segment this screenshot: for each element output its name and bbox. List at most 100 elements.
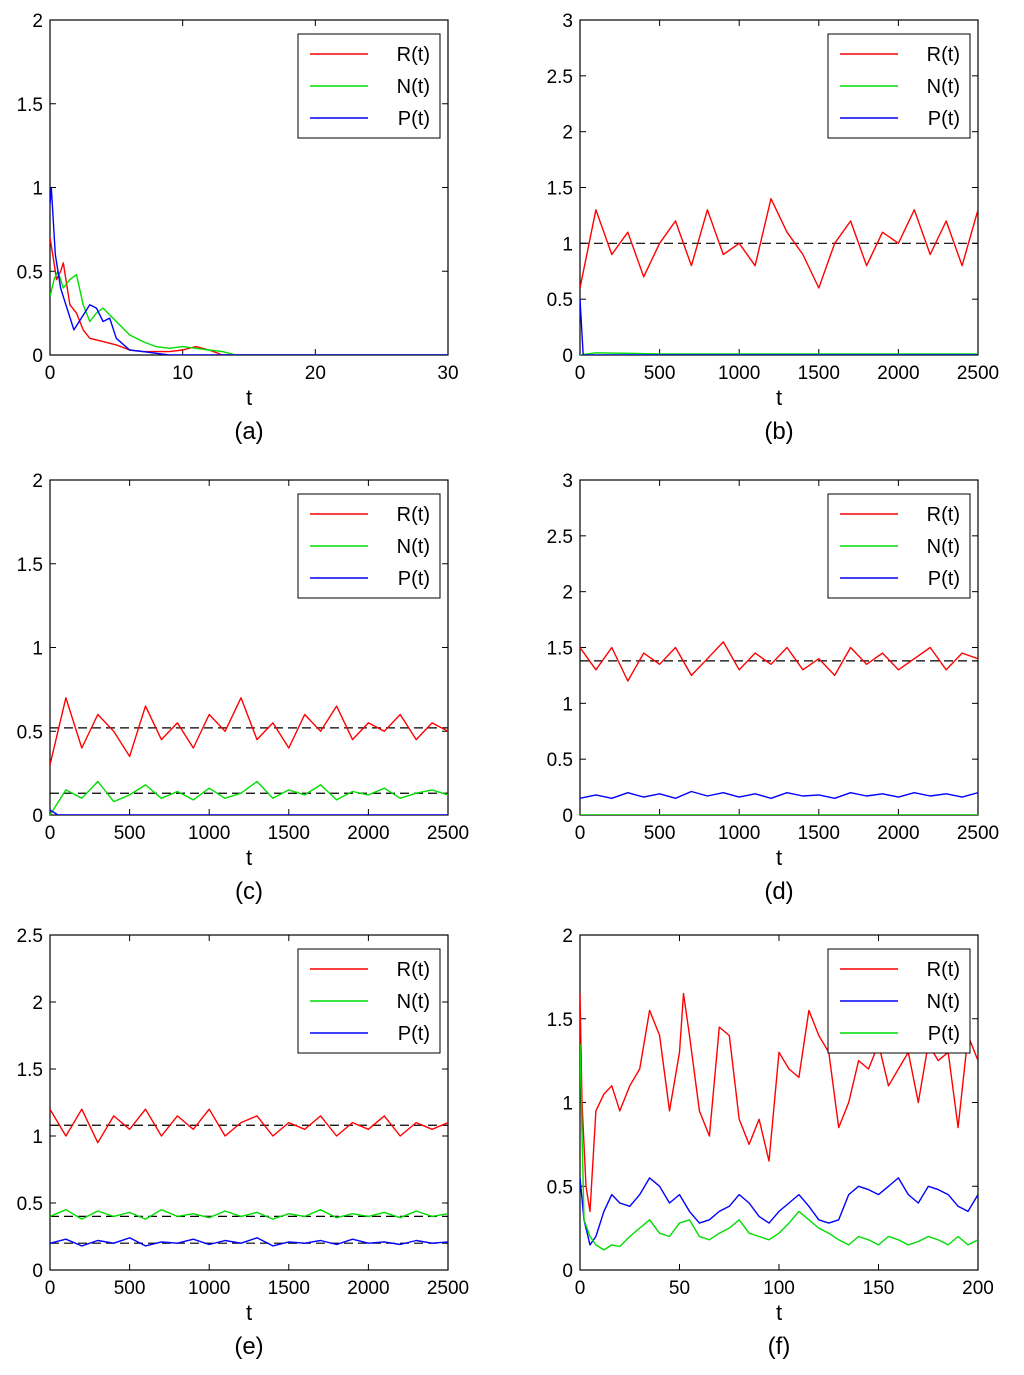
y-tick-label: 0 — [562, 1261, 573, 1282]
x-tick-label: 0 — [45, 823, 56, 844]
legend-label: R(t) — [397, 504, 430, 526]
legend-label: N(t) — [927, 536, 960, 558]
series-line-green — [50, 780, 448, 815]
y-tick-label: 0 — [32, 1261, 43, 1282]
legend-label: N(t) — [927, 991, 960, 1013]
x-tick-label: 1500 — [268, 823, 310, 844]
y-tick-label: 2 — [32, 993, 43, 1014]
x-tick-label: 1500 — [798, 363, 840, 384]
x-tick-label: 1000 — [718, 823, 760, 844]
panel-caption: (d) — [764, 878, 793, 905]
y-tick-label: 1.5 — [17, 1060, 43, 1081]
x-tick-label: 2500 — [957, 363, 999, 384]
x-axis-label: t — [246, 845, 252, 870]
panel-caption: (a) — [234, 418, 263, 445]
series-line-green — [50, 1208, 448, 1220]
y-tick-label: 0.5 — [17, 722, 43, 743]
x-tick-label: 10 — [172, 363, 193, 384]
y-tick-label: 0 — [32, 346, 43, 367]
x-tick-label: 30 — [437, 363, 458, 384]
x-tick-label: 200 — [962, 1278, 994, 1299]
y-tick-label: 1.5 — [547, 639, 573, 660]
y-tick-label: 0.5 — [17, 1194, 43, 1215]
y-tick-label: 1.5 — [547, 1010, 573, 1031]
x-tick-label: 0 — [45, 1278, 56, 1299]
x-tick-label: 100 — [763, 1278, 795, 1299]
panel-caption: (f) — [768, 1333, 791, 1360]
series-line-blue — [50, 809, 448, 815]
x-tick-label: 2000 — [877, 363, 919, 384]
legend-label: N(t) — [397, 536, 430, 558]
x-tick-label: 2000 — [877, 823, 919, 844]
y-tick-label: 1 — [32, 639, 43, 660]
series-line-blue — [50, 186, 448, 355]
y-tick-label: 3 — [562, 11, 573, 32]
legend-label: R(t) — [927, 44, 960, 66]
y-tick-label: 0 — [562, 346, 573, 367]
y-tick-label: 2.5 — [547, 67, 573, 88]
x-tick-label: 2500 — [427, 823, 469, 844]
x-tick-label: 500 — [644, 363, 676, 384]
y-tick-label: 1 — [562, 694, 573, 715]
chart-panel: 0 500 1000 1500 2000 2500 0 0.5 1 1.5 2 2.5 3 R(t) N(t… — [547, 11, 1000, 445]
x-tick-label: 500 — [114, 823, 146, 844]
x-tick-label: 20 — [305, 363, 326, 384]
x-tick-label: 0 — [575, 363, 586, 384]
y-tick-label: 1.5 — [547, 179, 573, 200]
x-tick-label: 2000 — [347, 823, 389, 844]
series-line-green — [50, 270, 448, 355]
chart-panel: 0 500 1000 1500 2000 2500 0 0.5 1 1.5 2 2.5 R(t) N(t)… — [17, 926, 470, 1360]
y-tick-label: 2.5 — [547, 527, 573, 548]
x-tick-label: 0 — [45, 363, 56, 384]
x-axis-label: t — [776, 845, 782, 870]
x-tick-label: 2500 — [957, 823, 999, 844]
series-line-blue — [50, 1237, 448, 1247]
x-axis-label: t — [246, 1300, 252, 1325]
x-tick-label: 1500 — [268, 1278, 310, 1299]
series-line-red — [580, 197, 978, 289]
x-tick-label: 1000 — [718, 363, 760, 384]
y-tick-label: 1.5 — [17, 95, 43, 116]
x-tick-label: 50 — [669, 1278, 690, 1299]
legend-label: R(t) — [927, 959, 960, 981]
chart-panel: 0 50 100 150 200 0 0.5 1 1.5 2 R(t) N(t) P(t) t (f) — [547, 926, 994, 1360]
chart-panel: 0 500 1000 1500 2000 2500 0 0.5 1 1.5 2 2.5 3 R(t) N(t… — [547, 471, 1000, 905]
y-tick-label: 1 — [562, 234, 573, 255]
y-tick-label: 2.5 — [17, 926, 43, 947]
chart-panel: 0 500 1000 1500 2000 2500 0 0.5 1 1.5 2 R(t) N(t) P(t… — [17, 471, 470, 905]
series-line-red — [50, 697, 448, 765]
x-tick-label: 1000 — [188, 1278, 230, 1299]
legend-label: R(t) — [927, 504, 960, 526]
y-tick-label: 1 — [562, 1094, 573, 1115]
legend-label: R(t) — [397, 959, 430, 981]
x-tick-label: 1500 — [798, 823, 840, 844]
legend-label: P(t) — [398, 1023, 430, 1045]
y-tick-label: 1.5 — [17, 555, 43, 576]
y-tick-label: 2 — [562, 926, 573, 947]
x-tick-label: 150 — [863, 1278, 895, 1299]
series-line-green — [580, 352, 978, 355]
series-line-red — [580, 992, 978, 1213]
y-tick-label: 0.5 — [17, 262, 43, 283]
series-line-blue — [580, 790, 978, 799]
series-line-red — [50, 1108, 448, 1144]
panel-caption: (b) — [764, 418, 793, 445]
legend-label: P(t) — [398, 568, 430, 590]
legend-label: P(t) — [398, 108, 430, 130]
series-line-red — [580, 641, 978, 682]
legend-label: P(t) — [928, 108, 960, 130]
y-tick-label: 1 — [32, 1127, 43, 1148]
y-tick-label: 0 — [32, 806, 43, 827]
y-tick-label: 2 — [562, 583, 573, 604]
legend-label: R(t) — [397, 44, 430, 66]
x-axis-label: t — [776, 385, 782, 410]
legend-label: P(t) — [928, 1023, 960, 1045]
legend-label: N(t) — [927, 76, 960, 98]
series-line-green — [580, 1043, 978, 1251]
x-tick-label: 0 — [575, 823, 586, 844]
y-tick-label: 2 — [32, 471, 43, 492]
y-tick-label: 3 — [562, 471, 573, 492]
x-tick-label: 2500 — [427, 1278, 469, 1299]
y-tick-label: 0.5 — [547, 1177, 573, 1198]
